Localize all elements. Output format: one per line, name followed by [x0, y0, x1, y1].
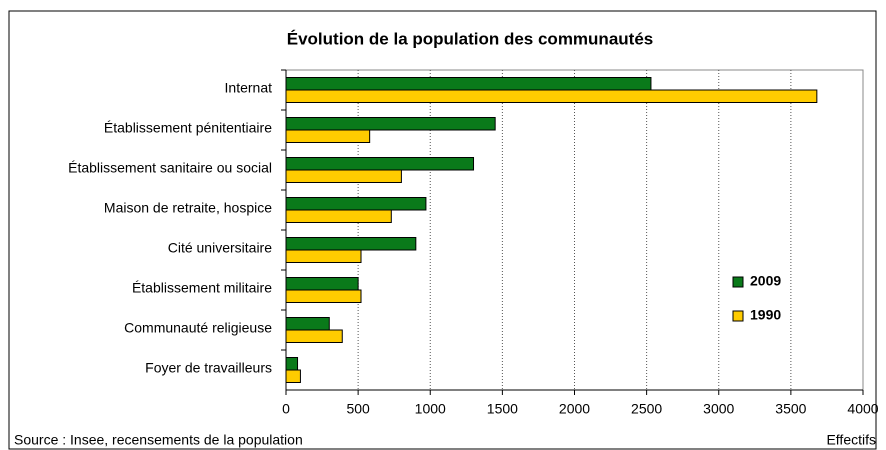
bar	[285, 277, 359, 291]
bar	[285, 209, 392, 223]
bar	[285, 157, 475, 171]
x-tick-label: 3500	[775, 401, 806, 417]
y-tick-label: Établissement pénitentiaire	[104, 120, 272, 136]
bar	[285, 237, 417, 251]
bar	[285, 249, 362, 263]
bar	[285, 77, 652, 91]
x-tick-label: 1500	[487, 401, 518, 417]
bar	[285, 169, 402, 183]
y-tick-label: Internat	[225, 80, 273, 96]
bar	[285, 329, 343, 343]
y-tick-label: Communauté religieuse	[124, 320, 272, 336]
x-tick-label: 2000	[559, 401, 590, 417]
y-tick-label: Foyer de travailleurs	[145, 360, 272, 376]
bar	[285, 317, 330, 331]
x-tick-label: 2500	[631, 401, 662, 417]
y-tick-label: Établissement militaire	[132, 280, 272, 296]
bar	[285, 357, 299, 371]
bar	[285, 289, 362, 303]
legend-swatch	[732, 276, 744, 288]
legend-label: 1990	[750, 307, 781, 323]
x-tick-label: 500	[346, 401, 370, 417]
x-tick-label: 1000	[415, 401, 446, 417]
legend-label: 2009	[750, 273, 781, 289]
bar	[285, 89, 818, 103]
bar	[285, 117, 496, 131]
y-tick-label: Établissement sanitaire ou social	[68, 160, 272, 176]
bar	[285, 129, 371, 143]
legend-swatch	[732, 310, 744, 322]
source: Source : Insee, recensements de la popul…	[14, 432, 303, 448]
y-tick-label: Maison de retraite, hospice	[104, 200, 272, 216]
y-tick-label: Cité universitaire	[168, 240, 272, 256]
x-tick-label: 4000	[847, 401, 878, 417]
bar	[285, 197, 427, 211]
chart-title: Évolution de la population des communaut…	[287, 29, 653, 48]
x-axis-label: Effectifs	[826, 432, 876, 448]
x-tick-label: 0	[282, 401, 290, 417]
bar	[285, 369, 301, 383]
x-tick-label: 3000	[703, 401, 734, 417]
